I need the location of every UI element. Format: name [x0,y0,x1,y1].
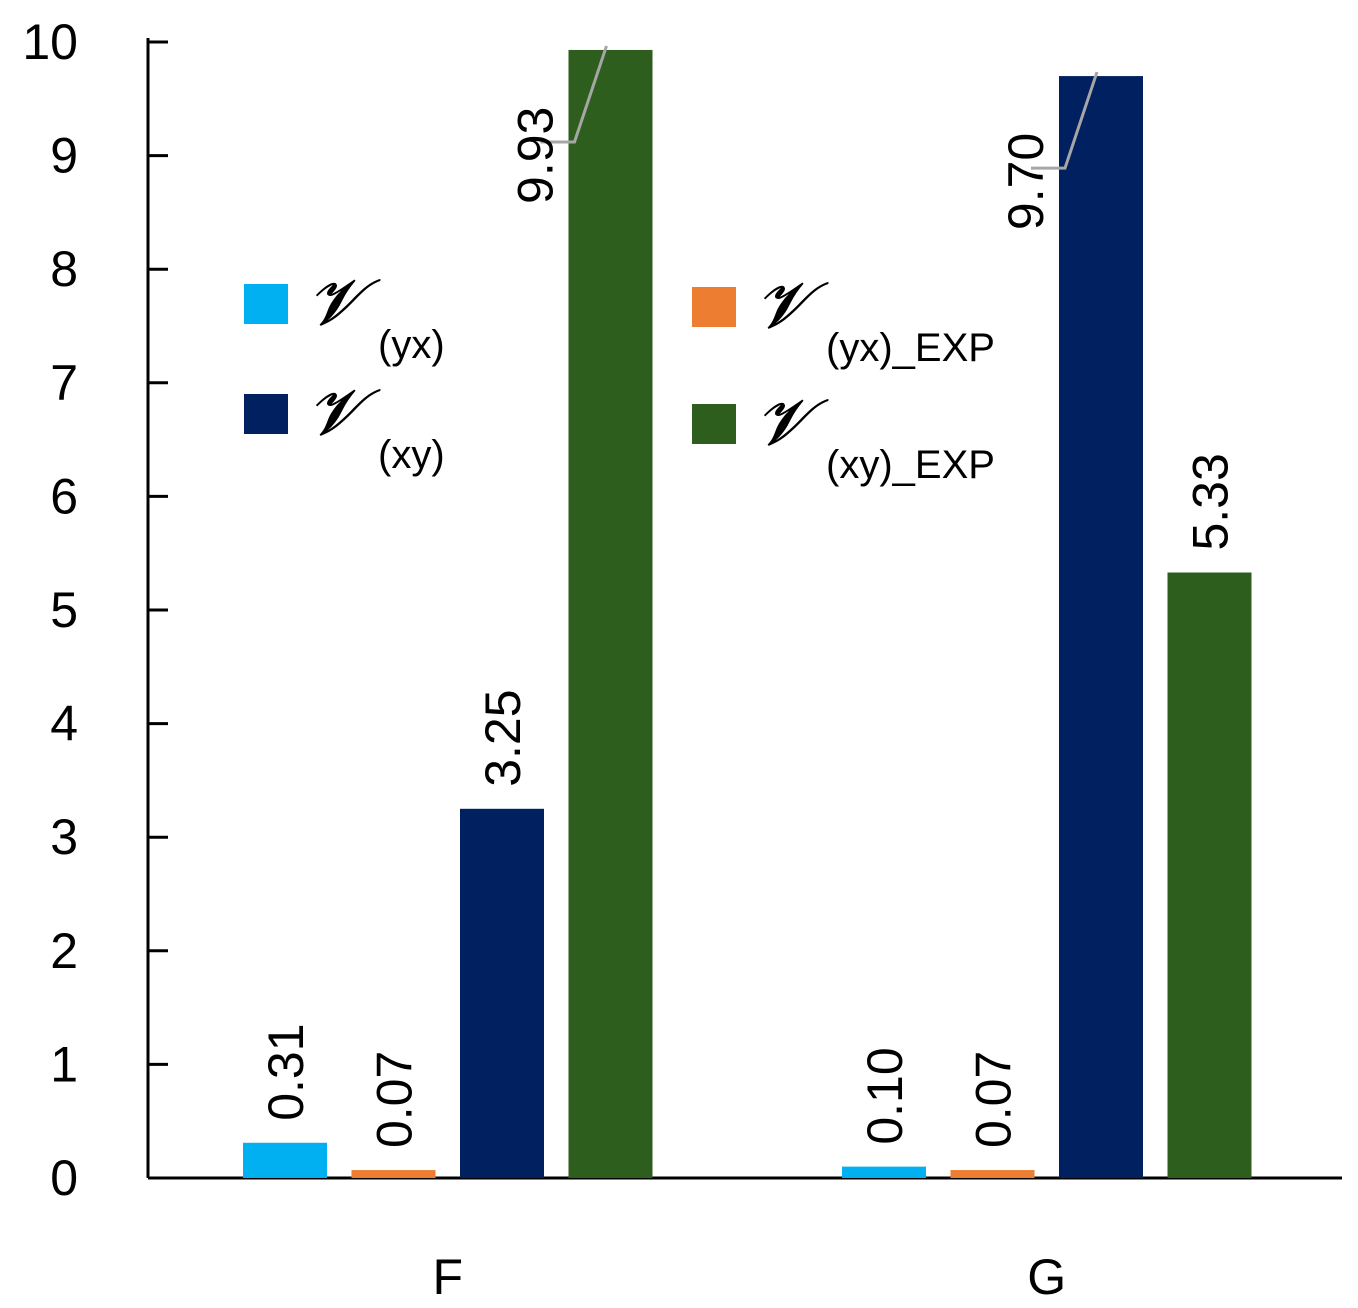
y-tick-label: 4 [50,696,78,752]
bar-xy_EXP-G [1167,572,1252,1178]
data-label-yx-G: 0.10 [857,1047,913,1144]
legend-subscript: (yx) [378,323,445,367]
bar-xy_EXP-F [568,49,653,1178]
y-tick-label: 7 [50,355,78,411]
legend-subscript: (xy) [378,433,445,477]
legend-swatch-xy_EXP [692,404,736,444]
legend-item-xy_EXP: 𝓥(xy)_EXP [692,386,995,487]
legend-symbol: 𝓥 [308,376,381,450]
axes: 0 1 2 3 4 5 6 7 8 9 10 F G [22,14,1342,1305]
legend-swatch-yx_EXP [692,287,736,327]
data-label-yx_EXP-F: 0.07 [367,1051,423,1148]
legend-item-yx: 𝓥(yx) [244,266,445,367]
leader-line-xy-G [1031,71,1099,170]
y-tick-label: 10 [22,14,78,70]
bars [243,49,1252,1179]
y-tick-label: 3 [50,809,78,865]
leader-lines [540,45,1099,170]
legend-swatch-yx [244,284,288,324]
data-label-xy_EXP-F: 9.93 [508,107,564,204]
legend-item-xy: 𝓥(xy) [244,376,445,477]
data-label-yx-F: 0.31 [258,1023,314,1120]
bar-xy-F [460,808,544,1178]
legend-item-yx_EXP: 𝓥(yx)_EXP [692,269,995,370]
bar-yx-F [243,1142,327,1178]
y-tick-label: 9 [50,128,78,184]
y-tick-label: 6 [50,468,78,524]
data-label-xy-G: 9.70 [998,133,1054,230]
y-tick-label: 5 [50,582,78,638]
legend-subscript: (yx)_EXP [826,326,995,370]
bar-yx_EXP-F [351,1170,436,1178]
bar-xy-G [1059,76,1143,1179]
legend-swatch-xy [244,394,288,434]
y-tick-label: 0 [50,1150,78,1206]
legend-subscript: (xy)_EXP [826,443,995,487]
x-category-label: G [1027,1249,1066,1305]
bar-yx-G [842,1166,926,1178]
data-labels: 0.31 0.10 0.07 0.07 3.25 9.70 9.93 5.33 [258,107,1239,1148]
x-category-label: F [432,1249,463,1305]
data-label-yx_EXP-G: 0.07 [966,1051,1022,1148]
data-label-xy-F: 3.25 [475,689,531,786]
data-label-xy_EXP-G: 5.33 [1183,453,1239,550]
legend-symbol: 𝓥 [756,269,829,343]
legend-symbol: 𝓥 [756,386,829,460]
bar-yx_EXP-G [950,1170,1035,1178]
y-tick-label: 8 [50,241,78,297]
leader-line-xy_EXP-F [540,45,608,144]
y-tick-label: 2 [50,923,78,979]
y-tick-label: 1 [50,1036,78,1092]
legend-symbol: 𝓥 [308,266,381,340]
